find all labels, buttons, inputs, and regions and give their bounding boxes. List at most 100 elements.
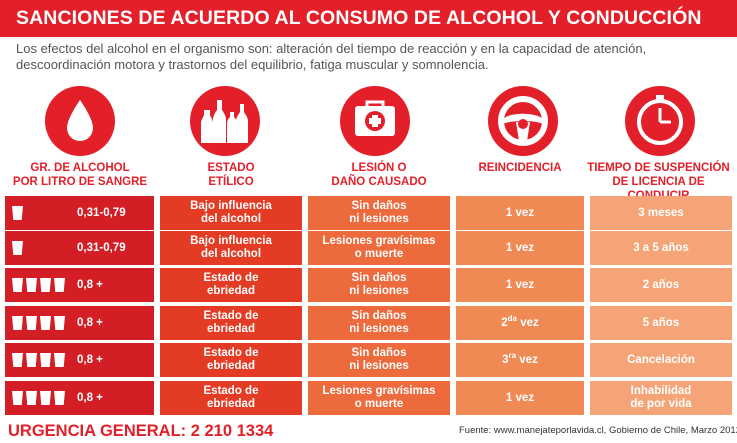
cell-suspension: 3 a 5 años — [590, 231, 732, 265]
alcohol-level-value: 0,31-0,79 — [77, 206, 126, 219]
glasses-group — [5, 353, 77, 367]
glass-icon — [12, 278, 23, 292]
cell-recidivism: 1 vez — [456, 381, 584, 415]
glass-icon — [26, 316, 37, 330]
suspension-value: Cancelación — [627, 353, 695, 366]
page-title: SANCIONES DE ACUERDO AL CONSUMO DE ALCOH… — [0, 0, 737, 37]
blood-drop-icon — [45, 86, 115, 156]
glass-icon — [54, 391, 65, 405]
cell-suspension: 2 años — [590, 268, 732, 302]
cell-ethyl-state: Estado de ebriedad — [160, 343, 302, 377]
recidivism-text: vez — [512, 278, 535, 291]
ethyl-state-value: Estado de ebriedad — [203, 385, 259, 410]
cell-alcohol-level: 0,8 + — [5, 343, 154, 377]
table-row: 0,8 + Estado de ebriedad Lesiones gravísim… — [0, 381, 737, 415]
cell-suspension: 5 años — [590, 306, 732, 340]
header-suspension: TIEMPO DE SUSPENCIÓN DE LICENCIA DE COND… — [587, 162, 730, 202]
glass-icon — [40, 278, 51, 292]
glass-icon — [26, 278, 37, 292]
cell-injury: Lesiones gravísimas o muerte — [308, 231, 450, 265]
header-alcohol-level: GR. DE ALCOHOL POR LITRO DE SANGRE — [12, 162, 148, 188]
cell-ethyl-state: Estado de ebriedad — [160, 268, 302, 302]
table-row: 0,31-0,79 Bajo influencia del alcohol Lesi… — [0, 231, 737, 265]
alcohol-level-value: 0,8 + — [77, 316, 103, 329]
recidivism-number: 1 — [505, 391, 513, 404]
recidivism-value: 1 vez — [506, 207, 534, 220]
cell-ethyl-state: Estado de ebriedad — [160, 381, 302, 415]
recidivism-number: 3 — [502, 353, 509, 366]
recidivism-number: 1 — [505, 278, 513, 291]
recidivism-text: vez — [512, 206, 535, 219]
table-row: 0,8 + Estado de ebriedad Sin daños ni lesi… — [0, 306, 737, 340]
cell-injury: Sin daños ni lesiones — [308, 343, 450, 377]
alcohol-level-value: 0,8 + — [77, 353, 103, 366]
cell-injury: Lesiones gravísimas o muerte — [308, 381, 450, 415]
recidivism-number: 2 — [501, 316, 508, 329]
table-row: 0,8 + Estado de ebriedad Sin daños ni lesi… — [0, 343, 737, 377]
glass-icon — [12, 241, 23, 255]
suspension-value: 5 años — [642, 316, 680, 329]
glass-icon — [26, 353, 37, 367]
glasses-group — [5, 391, 77, 405]
glass-icon — [54, 278, 65, 292]
cell-alcohol-level: 0,8 + — [5, 268, 154, 302]
header-recidivism: REINCIDENCIA — [478, 162, 562, 174]
icon-row — [0, 86, 737, 156]
injury-value: Sin daños ni lesiones — [349, 272, 409, 297]
injury-value: Sin daños ni lesiones — [349, 347, 409, 372]
header-ethyl-state: ESTADO ETÍLICO — [207, 162, 255, 188]
glasses-group — [5, 241, 77, 255]
alcohol-level-value: 0,8 + — [77, 391, 103, 404]
ethyl-state-value: Bajo influencia del alcohol — [190, 200, 272, 225]
injury-value: Sin daños ni lesiones — [349, 310, 409, 335]
suspension-value: Inhabilidad de por vida — [630, 385, 692, 410]
cell-injury: Sin daños ni lesiones — [308, 196, 450, 230]
glass-icon — [54, 353, 65, 367]
recidivism-suffix: ra — [508, 350, 517, 360]
cell-suspension: 3 meses — [590, 196, 732, 230]
first-aid-kit-icon — [340, 86, 410, 156]
cell-alcohol-level: 0,31-0,79 — [5, 231, 154, 265]
cell-recidivism: 2da vez — [456, 306, 584, 340]
table-row: 0,31-0,79 Bajo influencia del alcohol Sin … — [0, 196, 737, 230]
cell-recidivism: 1 vez — [456, 231, 584, 265]
ethyl-state-value: Estado de ebriedad — [203, 347, 259, 372]
glasses-group — [5, 278, 77, 292]
cell-ethyl-state: Bajo influencia del alcohol — [160, 196, 302, 230]
source-note: Fuente: www.manejateporlavida.cl, Gobier… — [459, 425, 737, 436]
glass-icon — [12, 206, 23, 220]
steering-wheel-icon — [488, 86, 558, 156]
cell-recidivism: 1 vez — [456, 196, 584, 230]
recidivism-value: 3ra vez — [502, 350, 538, 367]
recidivism-value: 2da vez — [501, 313, 539, 330]
cell-alcohol-level: 0,8 + — [5, 381, 154, 415]
ethyl-state-value: Estado de ebriedad — [203, 310, 259, 335]
recidivism-text: vez — [512, 391, 535, 404]
recidivism-value: 1 vez — [506, 242, 534, 255]
cell-recidivism: 3ra vez — [456, 343, 584, 377]
suspension-value: 3 meses — [638, 206, 684, 219]
bottles-icon — [190, 86, 260, 156]
glass-icon — [12, 316, 23, 330]
ethyl-state-value: Bajo influencia del alcohol — [190, 235, 272, 260]
glasses-group — [5, 316, 77, 330]
alcohol-level-value: 0,8 + — [77, 278, 103, 291]
cell-alcohol-level: 0,8 + — [5, 306, 154, 340]
glass-icon — [40, 353, 51, 367]
recidivism-text: vez — [517, 316, 539, 329]
recidivism-suffix: da — [507, 313, 517, 323]
glass-icon — [54, 316, 65, 330]
glass-icon — [26, 391, 37, 405]
injury-value: Sin daños ni lesiones — [349, 200, 409, 225]
glass-icon — [12, 353, 23, 367]
alcohol-level-value: 0,31-0,79 — [77, 241, 126, 254]
recidivism-number: 1 — [505, 206, 513, 219]
glass-icon — [40, 391, 51, 405]
recidivism-value: 1 vez — [506, 279, 534, 292]
injury-value: Lesiones gravísimas o muerte — [322, 385, 436, 410]
injury-value: Lesiones gravísimas o muerte — [322, 235, 436, 260]
header-injury: LESIÓN O DAÑO CAUSADO — [331, 162, 427, 188]
glasses-group — [5, 206, 77, 220]
recidivism-text: vez — [516, 353, 538, 366]
suspension-value: 3 a 5 años — [633, 241, 689, 254]
